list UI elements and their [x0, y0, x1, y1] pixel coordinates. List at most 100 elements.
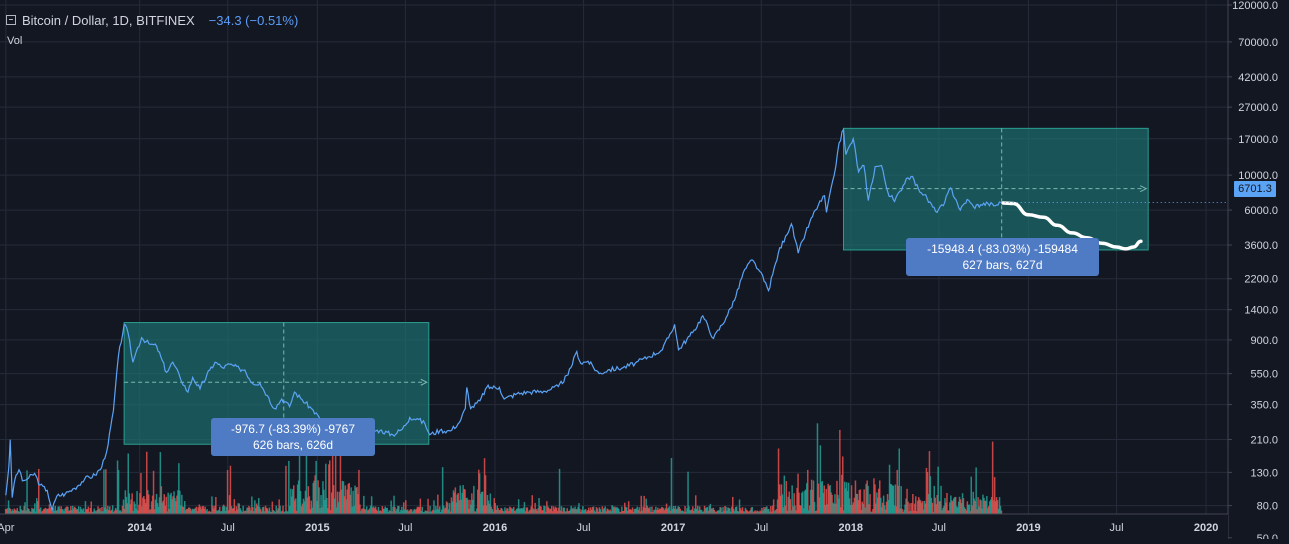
volume-bar-939	[918, 499, 921, 514]
volume-bar-605	[593, 510, 596, 514]
volume-bar-806	[789, 499, 791, 514]
volume-bar-612	[600, 511, 603, 514]
volume-bar-667	[654, 509, 656, 514]
volume-bar-428	[421, 506, 423, 514]
volume-bar-106	[108, 510, 110, 514]
volume-bar-570	[559, 510, 562, 514]
volume-bar-51	[54, 505, 56, 514]
volume-bar-456	[448, 503, 451, 514]
volume-bar-435	[428, 511, 430, 514]
volume-bar-322	[318, 487, 320, 514]
y-tick-label-11: 550.0	[1250, 369, 1278, 381]
volume-bar-494	[485, 505, 488, 514]
volume-bar-521	[512, 508, 514, 514]
volume-bar-285	[282, 505, 284, 514]
volume-bar-386	[380, 511, 383, 514]
volume-bar-836	[818, 497, 821, 514]
volume-bar-914	[894, 484, 897, 514]
volume-bar-848	[830, 492, 832, 514]
volume-bar-272	[269, 511, 272, 514]
volume-bar-809	[792, 506, 794, 514]
volume-bar-225	[223, 506, 226, 514]
volume-bar-290	[287, 511, 289, 514]
volume-bar-831	[813, 502, 816, 514]
measure-1-change: -976.7 (-83.39%) -9767	[230, 422, 356, 436]
volume-bar-617	[605, 511, 607, 514]
volume-bar-680	[666, 508, 669, 514]
volume-bar-1014	[991, 441, 994, 514]
volume-bar-345	[340, 489, 343, 514]
volume-bar-465	[457, 493, 459, 514]
volume-bar-714	[699, 509, 702, 514]
y-tick-label-0: 120000.0	[1232, 0, 1278, 12]
volume-bar-408	[402, 510, 404, 514]
volume-bar-109	[111, 509, 113, 514]
volume-bar-902	[882, 495, 885, 514]
volume-bar-706	[692, 506, 694, 514]
volume-bar-390	[384, 506, 386, 514]
volume-bar-699	[685, 511, 687, 514]
volume-bar-665	[652, 511, 654, 514]
collapse-icon[interactable]	[6, 15, 16, 25]
volume-bar-614	[602, 509, 605, 514]
volume-bar-114	[115, 509, 118, 514]
volume-bar-1019	[996, 500, 999, 514]
volume-bar-471	[463, 488, 465, 514]
volume-bar-652	[639, 511, 642, 514]
volume-bar-749	[734, 511, 736, 514]
volume-bar-219	[218, 509, 220, 514]
volume-bar-85	[87, 506, 90, 514]
volume-bar-999	[977, 497, 979, 514]
volume-bar-210	[209, 511, 211, 514]
volume-bar-859	[841, 474, 843, 514]
volume-bar-593	[582, 506, 584, 514]
volume-bar-1010	[988, 506, 990, 514]
volume-bar-693	[679, 508, 681, 514]
volume-bar-59	[62, 509, 64, 514]
volume-bar-243	[241, 511, 243, 514]
volume-bar-252	[250, 510, 252, 514]
volume-bar-436	[429, 505, 431, 514]
volume-bar-732	[717, 510, 719, 514]
volume-bar-280	[277, 508, 279, 514]
volume-bar-515	[506, 508, 508, 514]
volume-bar-795	[778, 484, 781, 514]
volume-bar-891	[872, 508, 874, 514]
volume-bar-354	[349, 494, 351, 514]
volume-bar-615	[603, 508, 605, 514]
volume-bar-739	[724, 506, 726, 514]
volume-bar-847	[829, 485, 831, 514]
volume-bar-997	[975, 467, 977, 514]
volume-bar-871	[852, 502, 855, 514]
volume-bar-922	[902, 511, 904, 514]
volume-bar-42	[45, 509, 48, 514]
volume-bar-606	[594, 512, 597, 514]
volume-bar-452	[444, 507, 447, 514]
x-tick-label-12: Jul	[1110, 522, 1124, 534]
volume-bar-336	[331, 455, 334, 514]
volume-bar-674	[661, 507, 663, 514]
volume-bar-40	[43, 508, 46, 514]
volume-bar-251	[249, 507, 251, 514]
volume-bar-510	[501, 508, 503, 514]
volume-bar-199	[198, 504, 201, 514]
volume-bar-835	[817, 483, 820, 514]
volume-bar-442	[435, 505, 437, 514]
volume-bar-980	[958, 496, 961, 514]
volume-bar-600	[588, 510, 591, 514]
volume-bar-508	[499, 509, 501, 514]
volume-bar-457	[449, 511, 452, 514]
volume-bar-646	[633, 508, 636, 514]
volume-bar-314	[310, 500, 312, 514]
volume-bar-230	[228, 495, 231, 514]
volume-bar-448	[441, 509, 443, 514]
volume-bar-461	[453, 492, 456, 514]
volume-bar-542	[532, 508, 534, 514]
volume-bar-115	[116, 460, 119, 514]
volume-bar-763	[747, 511, 750, 514]
volume-bar-292	[289, 506, 291, 514]
volume-bar-459	[451, 501, 454, 514]
volume-bar-160	[160, 486, 163, 514]
